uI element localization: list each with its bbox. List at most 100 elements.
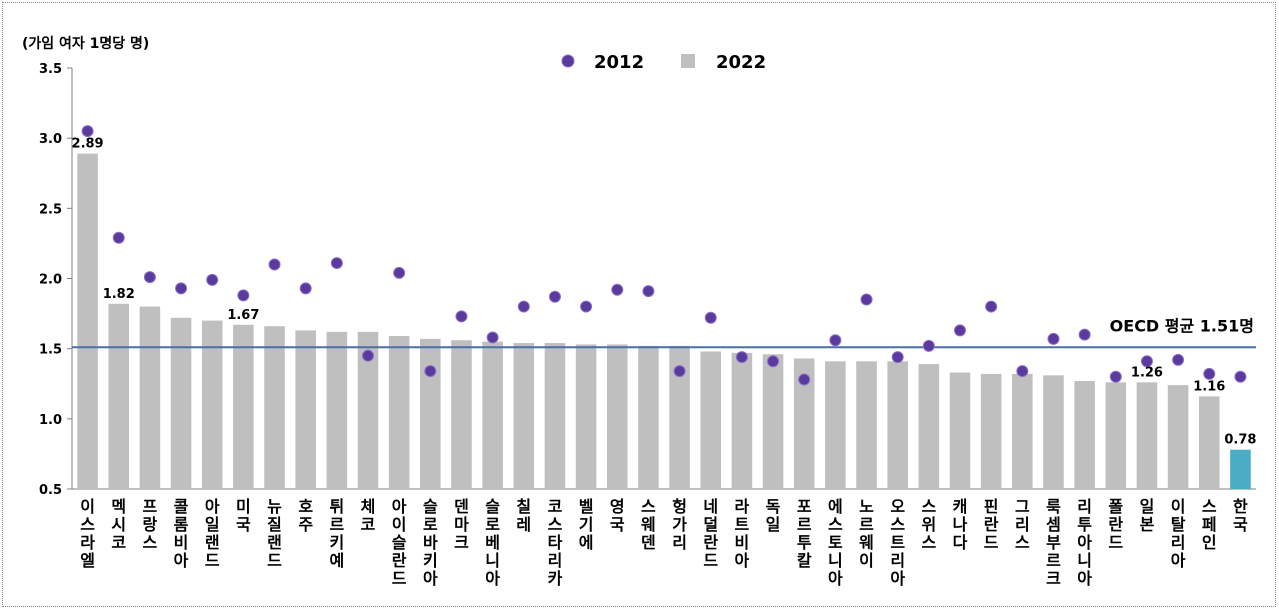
bar-2022 xyxy=(1230,449,1251,489)
y-unit-label: (가임 여자 1명당 명) xyxy=(22,35,149,52)
bar-2022 xyxy=(606,344,628,489)
marker-2012 xyxy=(112,231,125,244)
bar-data-label: 2.89 xyxy=(72,137,104,152)
y-tick-label: 2.5 xyxy=(39,202,62,217)
bar-2022 xyxy=(700,351,722,489)
marker-2012 xyxy=(704,311,717,324)
marker-2012 xyxy=(985,300,998,313)
marker-2012 xyxy=(81,125,94,138)
bar-data-label: 1.82 xyxy=(103,287,135,302)
bar-2022 xyxy=(638,345,659,489)
bar-data-label: 1.16 xyxy=(1193,379,1225,394)
bar-2022 xyxy=(326,331,348,489)
marker-2012 xyxy=(798,373,811,386)
legend-swatch-2022 xyxy=(681,54,695,68)
y-tick-label: 1.5 xyxy=(39,343,62,358)
bar-2022 xyxy=(887,361,908,489)
bars-group xyxy=(77,153,1251,489)
bar-2022 xyxy=(1105,382,1127,489)
bar-2022 xyxy=(201,320,223,489)
marker-2012 xyxy=(517,300,530,313)
marker-2012 xyxy=(206,273,219,286)
bar-2022 xyxy=(451,340,472,489)
bar-2022 xyxy=(1043,375,1064,489)
y-tick-label: 3.5 xyxy=(39,62,62,77)
bar-2022 xyxy=(295,330,316,489)
legend-marker-2012 xyxy=(561,54,575,68)
marker-2012 xyxy=(237,289,250,302)
y-tick-label: 1.0 xyxy=(39,413,62,428)
marker-2012 xyxy=(1109,370,1122,383)
marker-2012 xyxy=(330,257,343,270)
bar-2022 xyxy=(1012,373,1033,489)
bar-2022 xyxy=(669,345,690,489)
marker-2012 xyxy=(611,283,624,296)
marker-2012 xyxy=(299,282,312,295)
bar-data-label: 1.26 xyxy=(1131,365,1163,380)
bar-2022 xyxy=(731,352,753,489)
bar-2022 xyxy=(980,373,1002,489)
marker-2012 xyxy=(735,351,748,364)
bar-2022 xyxy=(388,336,410,489)
marker-2012 xyxy=(175,282,188,295)
bar-2022 xyxy=(139,306,161,489)
legend: 2012 2022 xyxy=(561,52,766,73)
marker-2012 xyxy=(1234,370,1247,383)
bar-2022 xyxy=(1074,380,1095,489)
y-tick-label: 3.0 xyxy=(39,132,62,147)
bar-2022 xyxy=(575,344,597,489)
marker-2012 xyxy=(548,290,561,303)
bar-2022 xyxy=(544,343,566,489)
bar-2022 xyxy=(856,361,877,489)
bar-2022 xyxy=(825,361,846,489)
bar-2022 xyxy=(108,303,130,489)
bar-2022 xyxy=(482,341,503,489)
marker-2012 xyxy=(891,351,904,364)
marker-2012 xyxy=(860,293,873,306)
oecd-average-label: OECD 평균 1.51명 xyxy=(1110,316,1254,335)
marker-2012 xyxy=(673,365,686,378)
legend-label-2012: 2012 xyxy=(594,52,644,73)
marker-2012 xyxy=(1016,365,1029,378)
bar-2022 xyxy=(513,343,535,489)
bar-2022 xyxy=(918,364,940,489)
marker-2012 xyxy=(1047,332,1060,345)
bar-2022 xyxy=(1198,396,1220,489)
labels-group: 2.89 1.82 1.67 1.26 1.16 0.78 이 스 라 엘 멕 시 코 프 랑 스 콜 롬 비 아 아 일… xyxy=(72,137,1257,588)
marker-2012 xyxy=(580,300,593,313)
marker-2012 xyxy=(1140,355,1153,368)
bar-data-label: 0.78 xyxy=(1224,433,1256,448)
marker-2012 xyxy=(767,355,780,368)
marker-2012 xyxy=(922,339,935,352)
bar-2022 xyxy=(420,338,441,489)
marker-2012 xyxy=(393,266,406,279)
